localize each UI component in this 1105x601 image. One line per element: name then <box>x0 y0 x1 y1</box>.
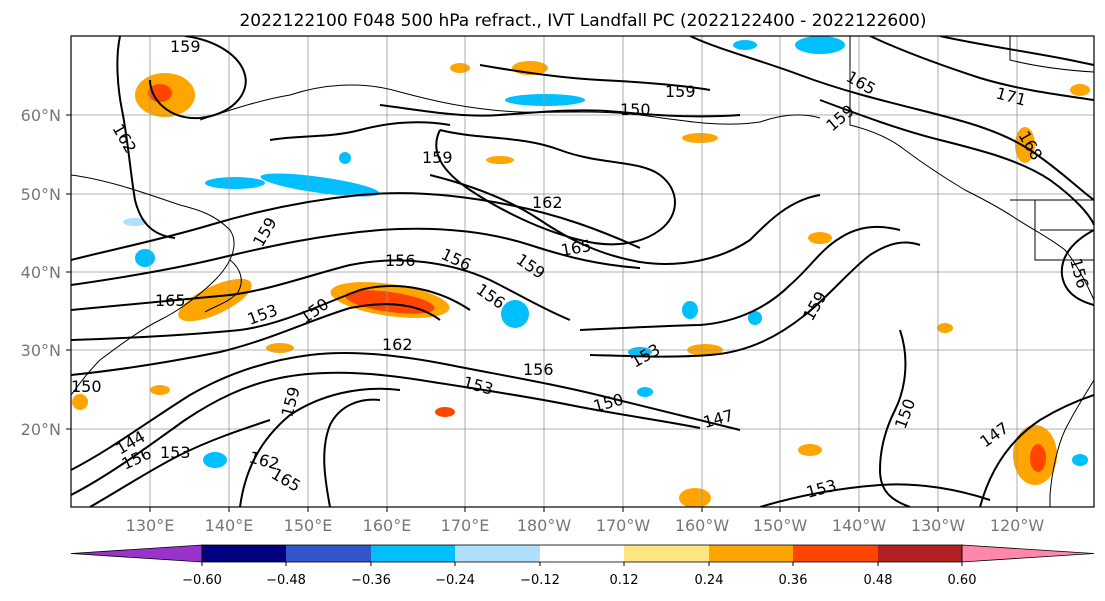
colorbar-segment <box>202 545 286 562</box>
contour-label: 165 <box>155 291 186 310</box>
colorbar-segment <box>709 545 793 562</box>
contour-label: 150 <box>620 100 651 119</box>
lon-label: 170°W <box>596 516 651 535</box>
axis-ticks <box>66 114 1018 512</box>
lat-label: 30°N <box>21 341 61 360</box>
contour-label: 156 <box>385 251 416 270</box>
shading-positive <box>72 61 1090 507</box>
colorbar-label: 0.24 <box>695 573 724 588</box>
colorbar-label: 0.48 <box>864 573 893 588</box>
lon-label: 140°W <box>832 516 887 535</box>
colorbar-segments <box>70 544 1095 563</box>
colorbar-label: 0.36 <box>779 573 808 588</box>
colorbar-ticks <box>201 562 963 566</box>
colorbar-segment <box>371 545 455 562</box>
colorbar-label: −0.12 <box>520 573 560 588</box>
colorbar-labels: −0.60 −0.48 −0.36 −0.24 −0.12 0.12 0.24 … <box>182 573 976 588</box>
contour-label: 162 <box>532 193 563 212</box>
colorbar-segment <box>540 545 624 562</box>
colorbar-segment <box>455 545 540 562</box>
contour-lines <box>71 36 1094 507</box>
graticule <box>71 36 1094 507</box>
lon-label: 180°W <box>517 516 572 535</box>
contour-label: 162 <box>382 335 413 354</box>
colorbar-segment <box>286 545 371 562</box>
lon-label: 150°W <box>753 516 808 535</box>
coastlines <box>71 36 1094 507</box>
contour-label: 159 <box>422 148 453 167</box>
colorbar-label: −0.60 <box>182 573 222 588</box>
lat-label: 40°N <box>21 263 61 282</box>
shading-negative <box>123 36 1088 468</box>
lat-labels: 60°N 50°N 40°N 30°N 20°N <box>21 106 61 439</box>
colorbar-segment <box>624 545 709 562</box>
lat-label: 50°N <box>21 185 61 204</box>
contour-label: 150 <box>71 377 102 396</box>
contour-label: 159 <box>170 37 201 56</box>
colorbar-label: −0.36 <box>351 573 391 588</box>
contour-label: 153 <box>160 443 191 462</box>
contour-label: 159 <box>665 82 696 101</box>
colorbar-extend-high <box>961 544 1095 563</box>
colorbar-label: −0.24 <box>435 573 475 588</box>
map-area: 159 162 159 150 159 165 171 168 159 159 … <box>71 36 1094 507</box>
colorbar-extend-low <box>70 544 203 563</box>
lat-label: 20°N <box>21 420 61 439</box>
lon-label: 150°E <box>284 516 333 535</box>
colorbar-label: 0.60 <box>948 573 977 588</box>
colorbar-label: 0.12 <box>610 573 639 588</box>
contour-label: 156 <box>523 360 554 379</box>
lon-label: 160°E <box>363 516 412 535</box>
colorbar-segment <box>793 545 878 562</box>
lon-label: 130°W <box>911 516 966 535</box>
lon-label: 160°W <box>675 516 730 535</box>
lon-label: 170°E <box>441 516 490 535</box>
lon-label: 130°E <box>126 516 175 535</box>
colorbar-label: −0.48 <box>266 573 306 588</box>
colorbar-segment <box>878 545 962 562</box>
lon-label: 140°E <box>205 516 254 535</box>
lon-labels: 130°E 140°E 150°E 160°E 170°E 180°W 170°… <box>126 516 1045 535</box>
map-title: 2022122100 F048 500 hPa refract., IVT La… <box>239 11 926 31</box>
lon-label: 120°W <box>990 516 1045 535</box>
colorbar: −0.60 −0.48 −0.36 −0.24 −0.12 0.12 0.24 … <box>70 544 1095 588</box>
lat-label: 60°N <box>21 106 61 125</box>
colorbar-outline <box>201 544 963 563</box>
